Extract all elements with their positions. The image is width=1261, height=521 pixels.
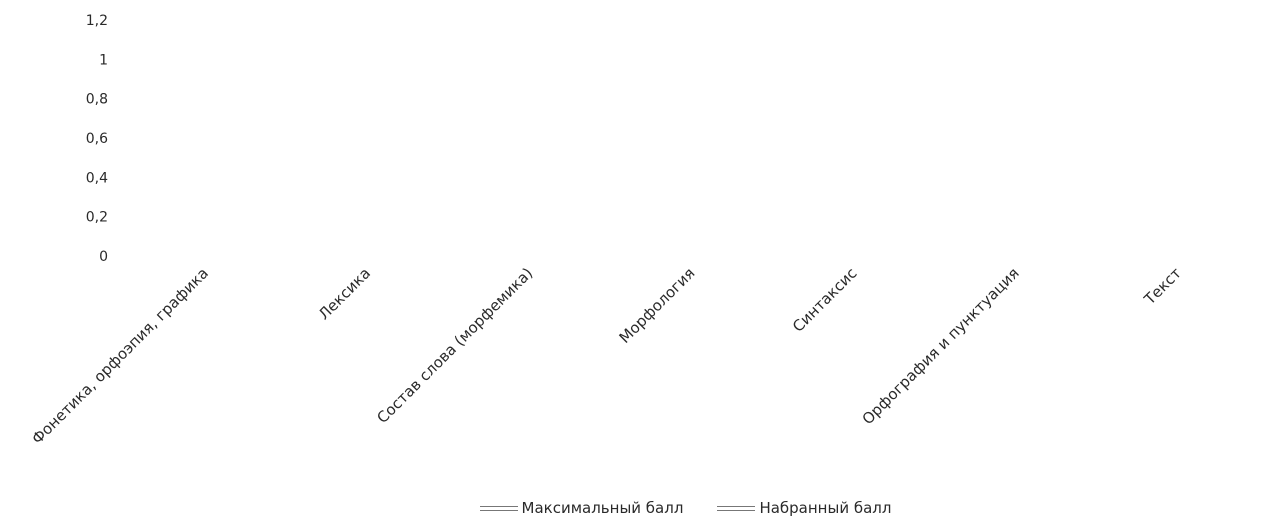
x-category-label: Текст bbox=[1140, 264, 1185, 309]
y-tick-label: 0 bbox=[99, 249, 108, 265]
x-category-label: Состав слова (морфемика) bbox=[373, 264, 536, 427]
y-tick-label: 1,2 bbox=[86, 13, 108, 29]
x-category-label: Синтаксис bbox=[789, 264, 861, 336]
y-tick-label: 0,4 bbox=[86, 170, 108, 186]
y-tick-label: 1 bbox=[99, 52, 108, 68]
legend-item-scored: Набранный балл bbox=[717, 499, 891, 517]
legend: Максимальный балл Набранный балл bbox=[0, 497, 1261, 519]
legend-swatch-max bbox=[479, 505, 518, 511]
legend-swatch-scored bbox=[717, 505, 756, 511]
x-category-label: Фонетика, орфоэпия, графика bbox=[28, 264, 212, 448]
legend-label-max: Максимальный балл bbox=[521, 499, 684, 517]
legend-label-scored: Набранный балл bbox=[759, 499, 892, 517]
y-tick-label: 0,6 bbox=[86, 131, 108, 147]
legend-item-max: Максимальный балл bbox=[479, 499, 684, 517]
x-category-label: Лексика bbox=[315, 264, 374, 323]
y-tick-label: 0,8 bbox=[86, 92, 108, 108]
x-category-label: Орфография и пунктуация bbox=[859, 264, 1023, 428]
y-tick-label: 0,2 bbox=[86, 210, 108, 226]
x-category-label: Морфология bbox=[616, 264, 699, 347]
